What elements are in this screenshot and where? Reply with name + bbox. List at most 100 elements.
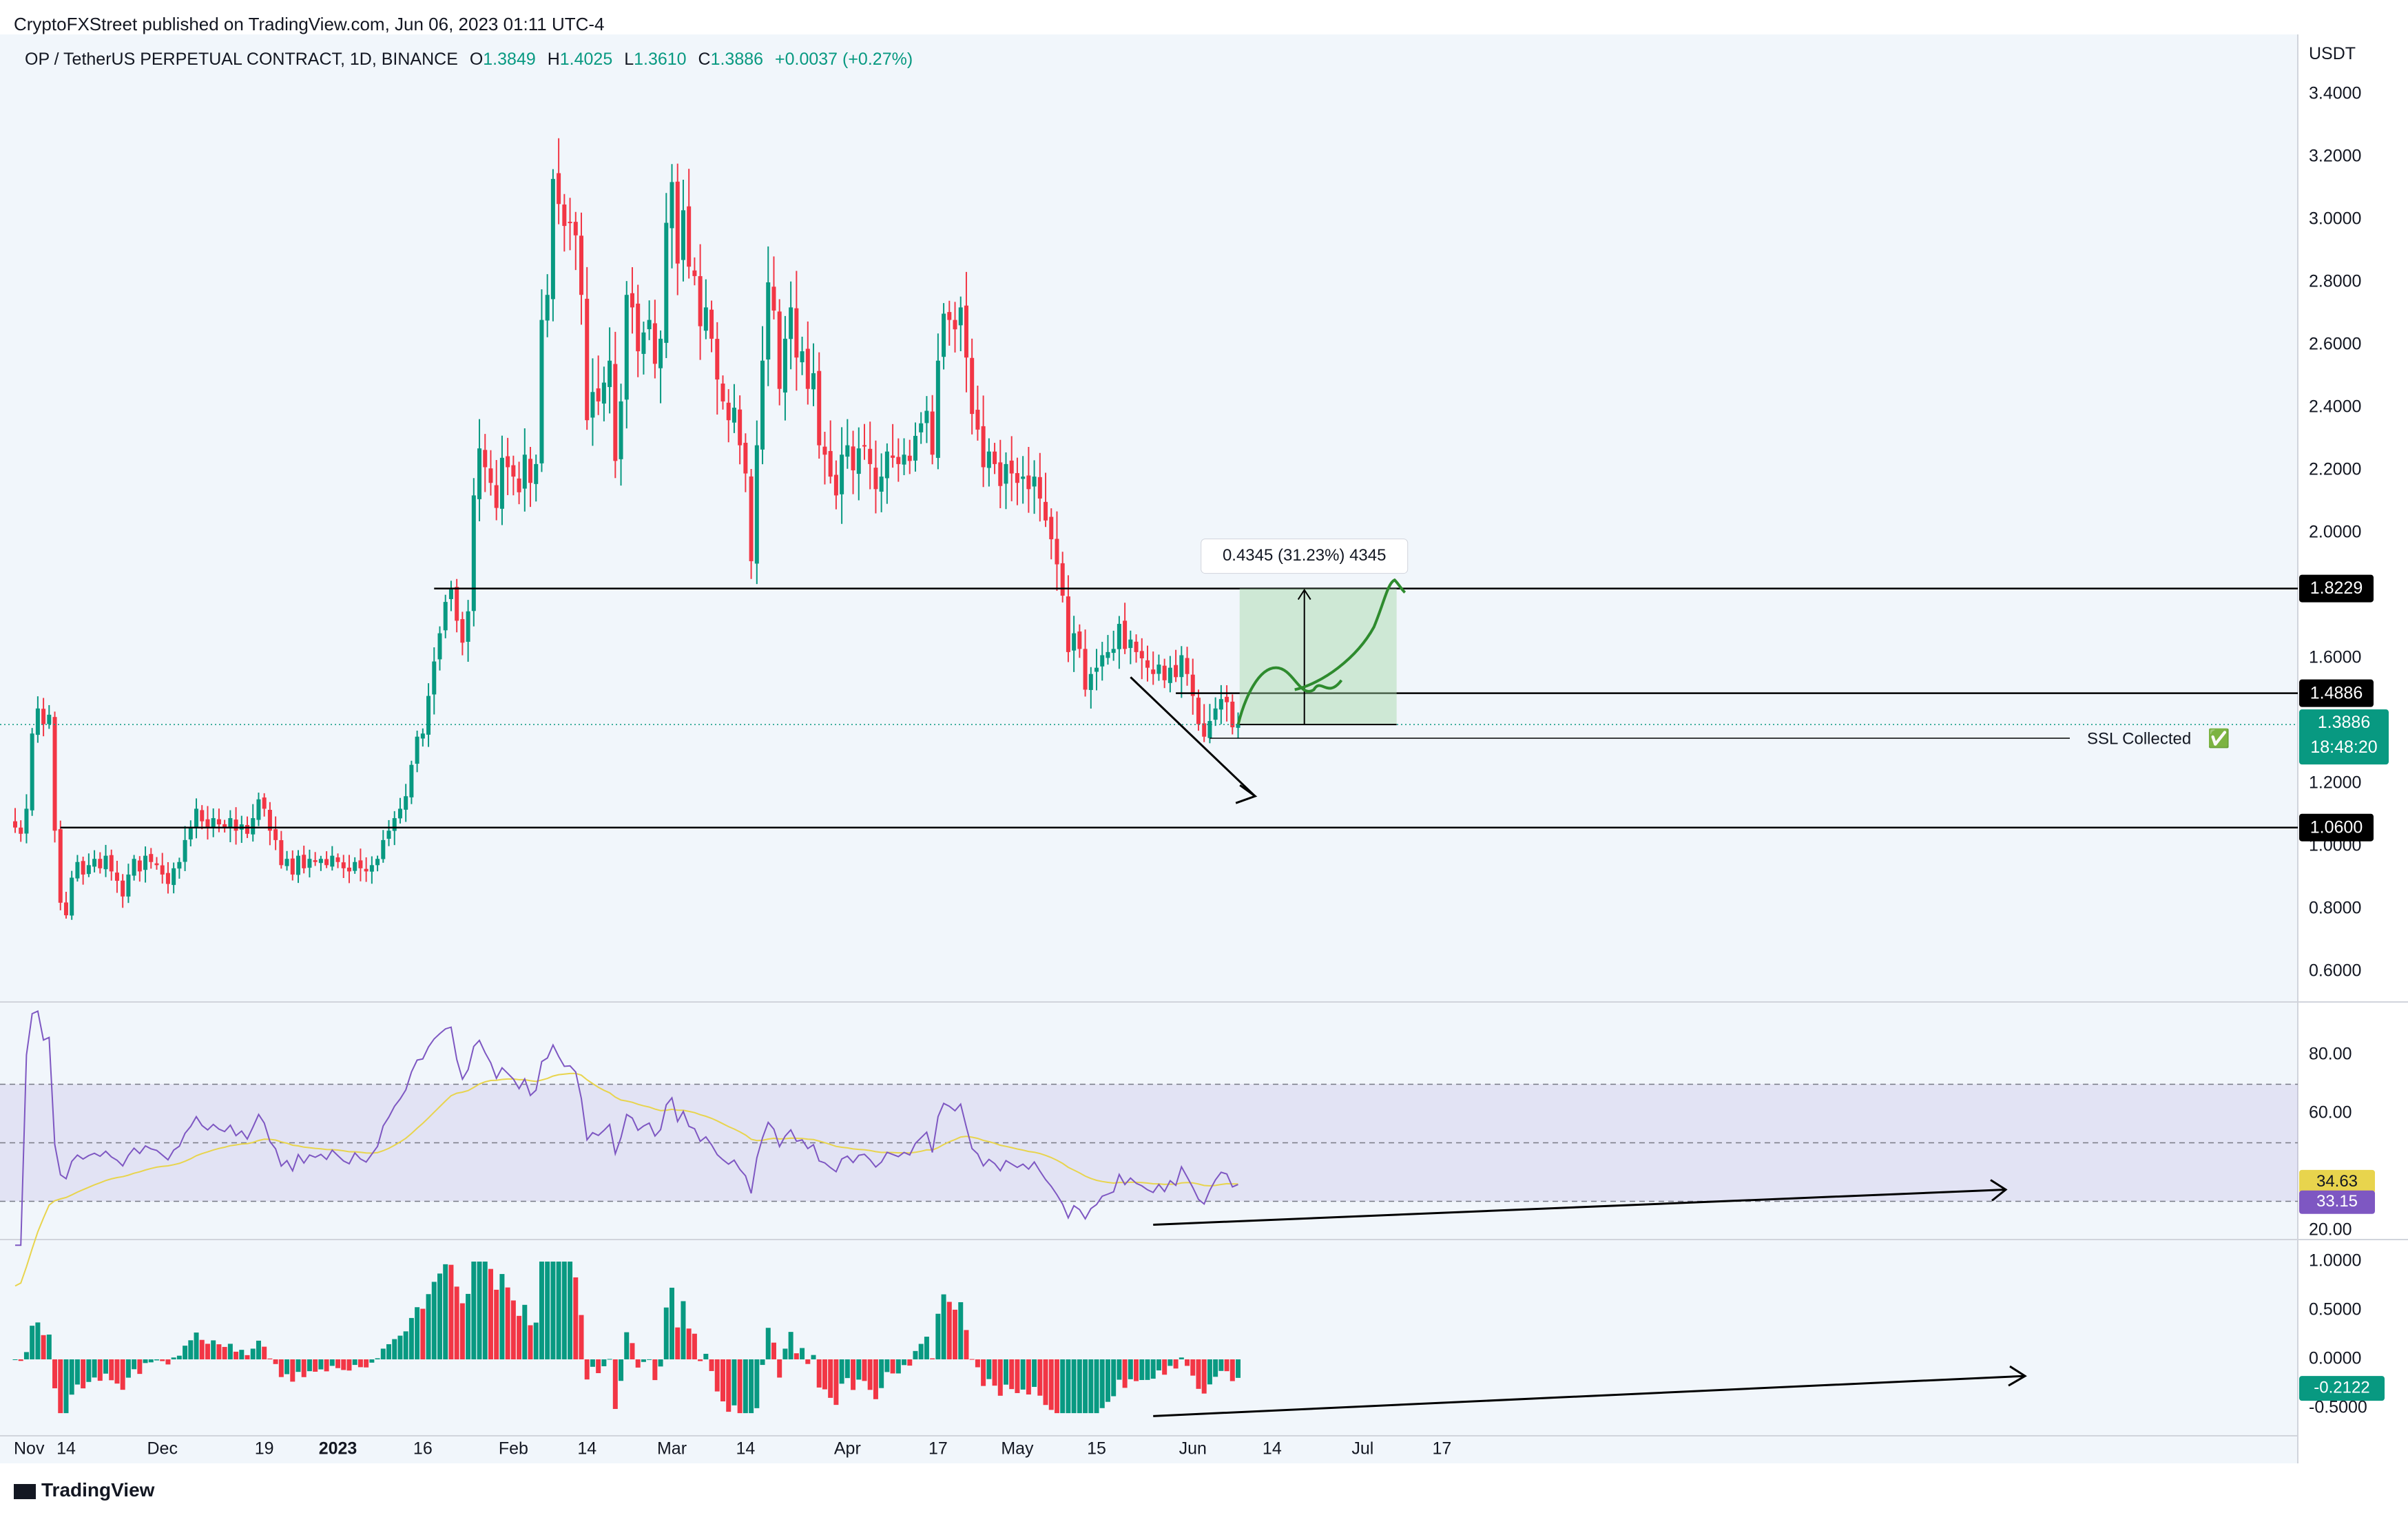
- candle-body: [766, 282, 771, 360]
- candle-body: [81, 861, 85, 875]
- histogram-bar: [81, 1359, 86, 1389]
- rsi-ma-tag: [2299, 1169, 2375, 1193]
- candle-body: [613, 364, 618, 461]
- candle-body: [1026, 475, 1031, 490]
- candle-body: [545, 295, 550, 321]
- histogram-bar: [137, 1359, 143, 1375]
- candle-body: [986, 451, 991, 468]
- symbol-title[interactable]: OP / TetherUS PERPETUAL CONTRACT, 1D, BI…: [25, 50, 458, 69]
- candle-body: [935, 360, 940, 458]
- histogram-bar: [63, 1359, 69, 1414]
- histogram-bar: [873, 1359, 878, 1399]
- measure-label: 0.4345 (31.23%) 4345: [1223, 546, 1387, 565]
- histogram-bar: [635, 1359, 641, 1368]
- histogram-bar: [1037, 1359, 1043, 1396]
- candle-body: [562, 204, 567, 227]
- histogram-bar: [488, 1268, 493, 1359]
- price-tick-label: 2.4000: [2309, 397, 2361, 417]
- candle-body: [703, 307, 708, 331]
- candle-body: [211, 818, 216, 828]
- histogram-bar: [125, 1359, 131, 1378]
- candle-body: [709, 309, 714, 339]
- candle-body: [1190, 674, 1195, 696]
- candle-body: [228, 818, 233, 828]
- candle-body: [652, 323, 657, 364]
- candle-body: [30, 733, 34, 811]
- histogram-bar: [420, 1308, 426, 1359]
- candle-body: [681, 210, 685, 260]
- candle-body: [177, 861, 182, 869]
- histogram-bar: [584, 1359, 590, 1380]
- candle-body: [879, 477, 884, 492]
- time-tick-label: Dec: [147, 1439, 177, 1459]
- candle-body: [172, 868, 176, 886]
- candle-body: [953, 320, 957, 330]
- histogram-bar: [1218, 1359, 1224, 1371]
- candle-body: [460, 619, 465, 643]
- candle-body: [369, 865, 374, 872]
- candle-body: [528, 459, 533, 483]
- level-tag: [2299, 813, 2374, 842]
- histogram-bar: [148, 1359, 154, 1363]
- candle-body: [902, 454, 906, 465]
- tradingview-logo[interactable]: TradingView: [14, 1479, 154, 1501]
- candle-body: [1185, 658, 1190, 674]
- histogram-bar: [1139, 1359, 1145, 1380]
- candle-body: [743, 442, 748, 474]
- candle-body: [121, 880, 125, 897]
- histogram-bar: [805, 1359, 811, 1364]
- histogram-bar: [1134, 1359, 1139, 1381]
- candle-body: [222, 824, 227, 828]
- candle-body: [375, 859, 380, 866]
- histogram-bar: [386, 1344, 392, 1359]
- time-tick-label: 14: [577, 1439, 596, 1459]
- histogram-bar: [698, 1359, 703, 1361]
- histogram-bar: [216, 1344, 222, 1359]
- candle-body: [1196, 698, 1201, 724]
- histogram-bar: [239, 1350, 245, 1359]
- price-tick-label: 1.2000: [2309, 773, 2361, 793]
- level-tag-label: 1.0600: [2310, 817, 2363, 837]
- candle-body: [353, 861, 357, 871]
- osc-tick-label: 1.0000: [2309, 1251, 2361, 1271]
- countdown-label: 18:48:20: [2310, 738, 2377, 757]
- histogram-bar: [403, 1331, 408, 1359]
- histogram-bar: [641, 1359, 646, 1362]
- histogram-bar: [573, 1277, 579, 1359]
- candle-body: [63, 902, 68, 916]
- candle-body: [499, 457, 504, 509]
- time-tick-label: 16: [413, 1439, 433, 1459]
- histogram-bar: [346, 1359, 352, 1371]
- price-tick-label: 0.6000: [2309, 961, 2361, 981]
- target-zone: [1239, 588, 1397, 725]
- histogram-bar: [74, 1359, 80, 1385]
- candle-body: [466, 611, 470, 642]
- level-tag-label: 1.4886: [2310, 683, 2363, 702]
- rsi-tick-label: 80.00: [2309, 1045, 2352, 1064]
- histogram-bar: [714, 1359, 720, 1392]
- histogram-bar: [1122, 1359, 1128, 1388]
- candle-body: [1044, 501, 1048, 521]
- candle-body: [1139, 651, 1144, 658]
- histogram-bar: [743, 1359, 748, 1414]
- histogram-bar: [69, 1359, 74, 1395]
- candle-body: [738, 409, 743, 446]
- histogram-bar: [165, 1359, 171, 1365]
- time-tick-label: 14: [1263, 1439, 1282, 1459]
- rsi-tag: [2299, 1190, 2375, 1214]
- candle-body: [970, 357, 975, 415]
- candle-body: [443, 602, 448, 631]
- high-label: H: [547, 50, 560, 69]
- histogram-bar: [731, 1359, 737, 1406]
- candle-body: [981, 426, 986, 468]
- rsi-ma-value: 34.63: [2316, 1172, 2358, 1191]
- candle-body: [833, 474, 838, 496]
- candle-body: [455, 587, 459, 621]
- histogram-bar: [590, 1359, 595, 1367]
- close-label: C: [698, 50, 711, 69]
- histogram-bar: [833, 1359, 839, 1406]
- time-tick-label: 17: [928, 1439, 948, 1459]
- histogram-bar: [692, 1333, 697, 1359]
- histogram-bar: [1077, 1359, 1082, 1414]
